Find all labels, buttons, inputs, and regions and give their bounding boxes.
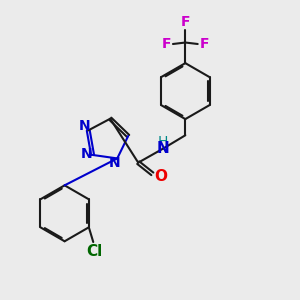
Text: Cl: Cl xyxy=(87,244,103,260)
Text: O: O xyxy=(154,169,167,184)
Text: N: N xyxy=(80,147,92,161)
Text: N: N xyxy=(157,141,169,156)
Text: F: F xyxy=(181,15,190,29)
Text: H: H xyxy=(158,135,168,149)
Text: N: N xyxy=(79,119,91,133)
Text: F: F xyxy=(161,37,171,51)
Text: F: F xyxy=(200,37,209,51)
Text: N: N xyxy=(109,156,121,170)
